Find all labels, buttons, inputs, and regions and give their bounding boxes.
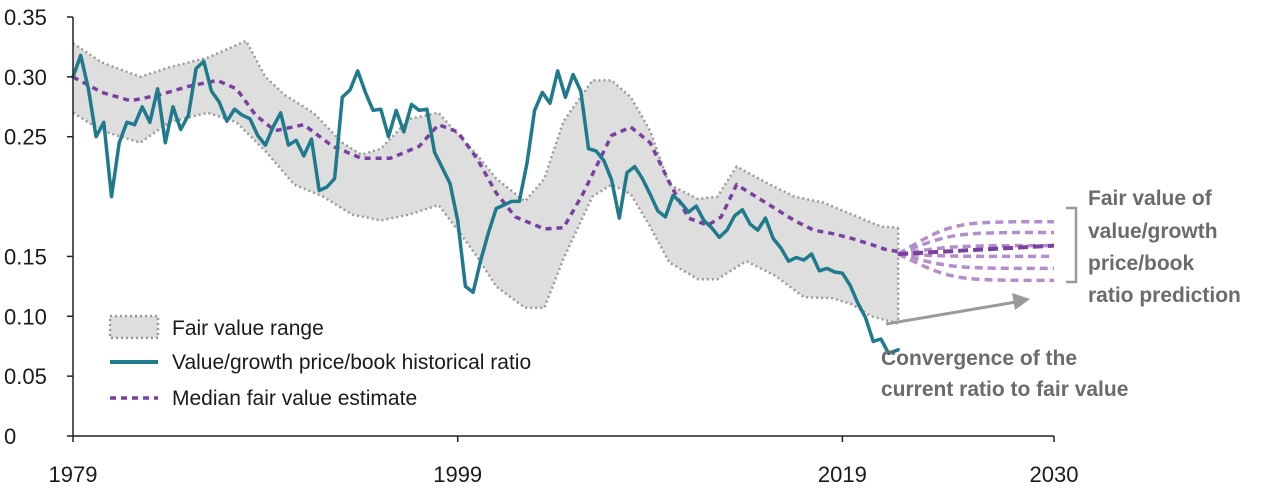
band-layer (72, 39, 900, 325)
y-tick-label: 0.35 (4, 5, 47, 30)
median-fair-value-line (72, 75, 899, 254)
prediction-bracket (1066, 206, 1078, 284)
historical-layer (71, 53, 900, 356)
y-tick-label: 0.10 (4, 304, 47, 329)
ticks-layer: 0 0.05 0.10 0.15 0.25 0.30 0.35 1979 1999 2019 203… (4, 5, 1078, 487)
legend-historical-label: Value/growth price/book historical ratio (172, 351, 531, 374)
prediction-annotation-line-2: value/growth (1088, 220, 1218, 243)
x-tick-label: 1999 (433, 462, 482, 487)
legend-median-label: Median fair value estimate (172, 387, 417, 410)
convergence-arrow-shaft (885, 300, 1017, 326)
y-tick-label: 0.25 (4, 125, 47, 150)
prediction-line-5 (897, 252, 1055, 271)
convergence-arrow-head (1012, 293, 1030, 310)
prediction-annotation-line-1: Fair value of (1088, 187, 1213, 210)
axes-layer (72, 17, 1054, 437)
convergence-annotation-line-2: current ratio to fair value (881, 378, 1128, 401)
legend: Fair value range Value/growth price/book… (108, 314, 531, 410)
x-tick-label: 1979 (49, 462, 98, 487)
fair-value-band-lower (72, 111, 899, 325)
median-layer (72, 75, 1055, 257)
convergence-annotation-line-1: Convergence of the (881, 347, 1077, 370)
y-tick-label: 0.05 (4, 364, 47, 389)
legend-band-swatch (108, 314, 160, 340)
legend-band-label: Fair value range (172, 317, 324, 340)
x-tick-label: 2019 (818, 462, 867, 487)
fair-value-band (73, 40, 899, 324)
historical-ratio-line (71, 53, 900, 356)
y-tick-label: 0.15 (4, 244, 47, 269)
prediction-annotation: Fair value of value/growth price/book ra… (1066, 187, 1241, 307)
y-tick-label: 0 (4, 424, 16, 449)
prediction-annotation-line-4: ratio prediction (1088, 284, 1241, 307)
prediction-line-1 (897, 219, 1055, 256)
fair-value-band-upper (72, 39, 899, 229)
prediction-annotation-line-3: price/book (1088, 252, 1195, 275)
x-tick-label: 2030 (1030, 462, 1079, 487)
prediction-line-2 (897, 230, 1055, 256)
median-prediction-line (898, 243, 1055, 257)
y-tick-label: 0.30 (4, 65, 47, 90)
prediction-line-6 (897, 252, 1055, 283)
convergence-annotation: Convergence of the current ratio to fair… (881, 293, 1128, 401)
